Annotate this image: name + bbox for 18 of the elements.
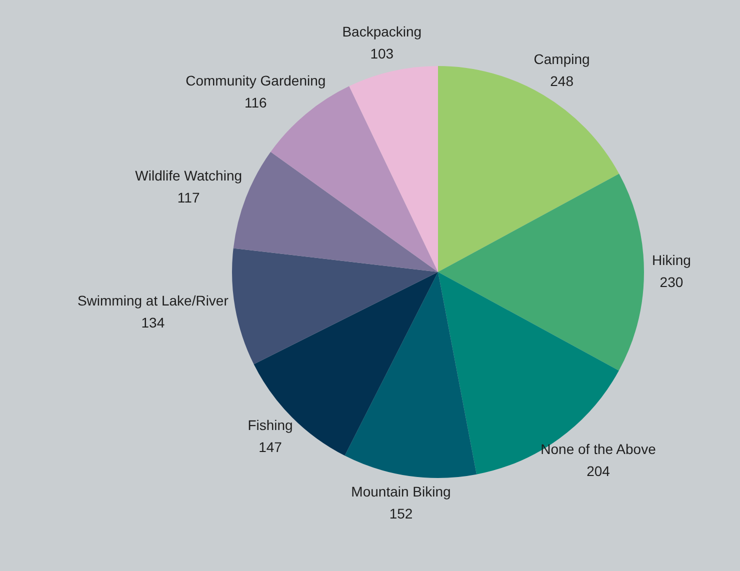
slice-label: Swimming at Lake/River <box>77 292 229 308</box>
data-label: 204 <box>586 462 610 479</box>
slice-label: Community Gardening <box>186 72 326 88</box>
slice-label: Hiking <box>652 252 691 268</box>
data-label: 230 <box>660 274 684 290</box>
data-label: 147 <box>258 438 282 455</box>
data-label: 103 <box>370 46 394 62</box>
slice-label: Mountain Biking <box>351 484 451 500</box>
data-label: 116 <box>244 94 268 110</box>
slice-label: Fishing <box>248 416 293 433</box>
slice-label: None of the Above <box>540 440 656 457</box>
data-label: 134 <box>141 314 165 330</box>
data-label: 152 <box>389 506 413 522</box>
slice-label: Backpacking <box>342 24 422 40</box>
slice-label: Camping <box>534 50 590 67</box>
data-label: 248 <box>550 72 574 89</box>
slice-label: Wildlife Watching <box>135 167 242 184</box>
data-label: 117 <box>177 189 200 206</box>
